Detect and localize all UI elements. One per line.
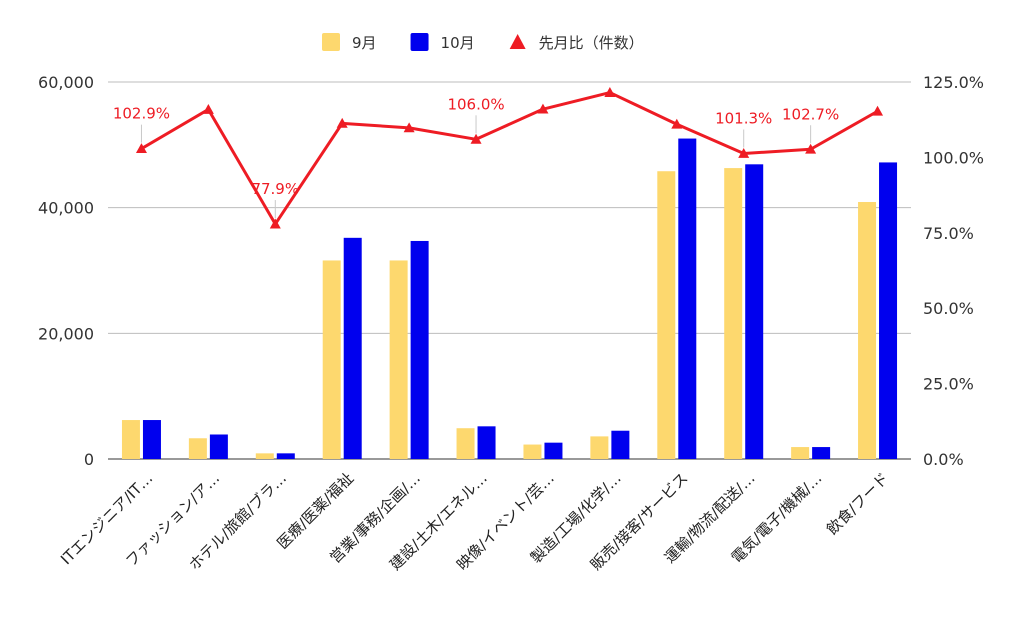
ratio-point bbox=[470, 133, 482, 144]
bar-sep bbox=[389, 260, 408, 459]
ratio-point bbox=[872, 105, 884, 116]
ratio-point bbox=[135, 143, 147, 154]
bar-sep bbox=[590, 436, 609, 459]
legend-label: 9月 bbox=[352, 34, 377, 52]
legend: 9月 10月 先月比（件数） bbox=[322, 33, 644, 52]
right-tick-label: 50.0% bbox=[923, 299, 974, 318]
bar-oct bbox=[343, 237, 362, 459]
right-tick-label: 0.0% bbox=[923, 450, 964, 469]
legend-swatch bbox=[322, 33, 340, 51]
right-tick-label: 125.0% bbox=[923, 73, 984, 92]
bar-sep bbox=[188, 438, 207, 459]
ratio-point bbox=[604, 87, 616, 97]
ratio-point bbox=[403, 122, 415, 133]
bar-sep bbox=[523, 444, 542, 459]
ratio-line bbox=[140, 91, 879, 226]
bar-oct bbox=[611, 430, 630, 459]
bar-oct bbox=[678, 138, 697, 460]
bar-oct bbox=[745, 164, 764, 460]
bar-sep bbox=[724, 168, 743, 459]
bar-sep bbox=[456, 428, 475, 459]
ratio-point bbox=[738, 147, 750, 158]
ratio-point bbox=[671, 118, 683, 129]
bar-series bbox=[121, 138, 898, 460]
left-tick-label: 60,000 bbox=[38, 73, 94, 92]
left-tick-label: 0 bbox=[84, 450, 94, 469]
bar-sep bbox=[657, 171, 676, 459]
gridlines bbox=[108, 81, 911, 460]
bar-oct bbox=[142, 420, 161, 459]
bar-sep bbox=[255, 453, 274, 459]
bar-oct bbox=[879, 162, 898, 459]
left-tick-label: 40,000 bbox=[38, 199, 94, 218]
data-label: 102.7% bbox=[782, 105, 839, 123]
legend-swatch bbox=[410, 33, 429, 51]
bar-oct bbox=[477, 426, 496, 459]
ratio-point bbox=[202, 103, 214, 114]
data-label: 101.3% bbox=[715, 109, 772, 127]
right-tick-label: 75.0% bbox=[923, 224, 974, 243]
bar-sep bbox=[791, 447, 810, 459]
data-label: 102.9% bbox=[113, 105, 170, 123]
right-tick-label: 25.0% bbox=[923, 375, 974, 394]
bar-sep bbox=[322, 260, 341, 459]
category-label: 飲食/フード bbox=[823, 469, 892, 538]
left-axis: 0 20,000 40,000 60,000 bbox=[38, 73, 94, 469]
legend-marker bbox=[509, 34, 526, 49]
ratio-point bbox=[537, 103, 549, 114]
legend-label: 先月比（件数） bbox=[539, 34, 644, 52]
bar-oct bbox=[276, 453, 295, 459]
left-tick-label: 20,000 bbox=[38, 324, 94, 343]
line-series bbox=[135, 87, 884, 229]
bar-sep bbox=[858, 202, 877, 460]
right-axis: 0.0% 25.0% 50.0% 75.0% 100.0% 125.0% bbox=[923, 73, 984, 469]
bar-oct bbox=[410, 240, 429, 459]
ratio-point bbox=[805, 143, 817, 154]
data-label: 106.0% bbox=[447, 95, 504, 113]
data-label: 77.9% bbox=[251, 180, 299, 198]
ratio-point bbox=[269, 218, 281, 229]
bar-oct bbox=[209, 434, 228, 459]
data-labels: 102.9% 77.9% 106.0% 101.3% 102.7% bbox=[113, 95, 839, 219]
right-tick-label: 100.0% bbox=[923, 148, 984, 167]
legend-label: 10月 bbox=[441, 34, 475, 52]
bar-oct bbox=[812, 447, 831, 459]
ratio-point bbox=[336, 117, 348, 128]
category-labels: ITエンジニア/IT…ファッション/ア…ホテル/旅館/ブラ…医療/医薬/福祉営業… bbox=[57, 469, 892, 574]
bar-oct bbox=[544, 442, 563, 459]
bar-sep bbox=[121, 420, 140, 459]
